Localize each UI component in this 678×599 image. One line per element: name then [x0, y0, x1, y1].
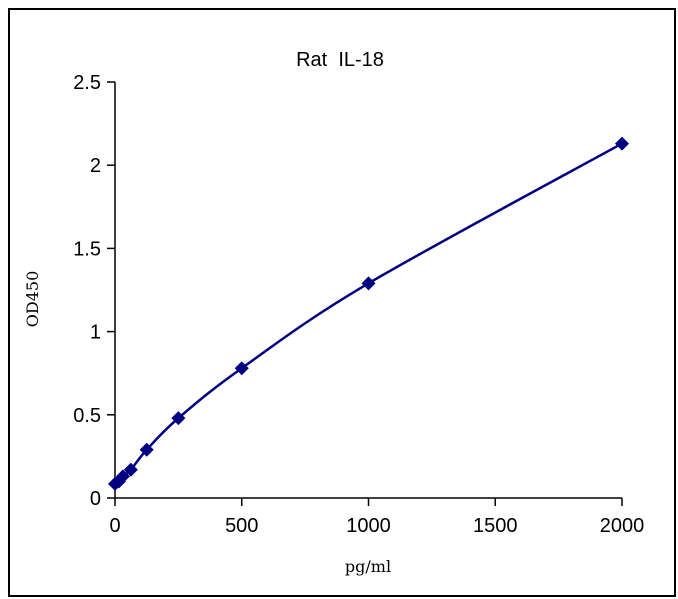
x-tick-label: 2000: [600, 515, 645, 537]
chart-frame: [8, 8, 676, 597]
y-tick-label: 1.5: [73, 238, 101, 260]
data-point: [123, 462, 138, 477]
y-axis-label: OD450: [23, 271, 42, 327]
fit-curve: [114, 142, 623, 485]
x-tick-label: 1000: [346, 515, 391, 537]
x-tick-label: 1500: [473, 515, 518, 537]
y-tick-label: 0: [90, 488, 101, 510]
data-point: [139, 442, 154, 457]
chart-title: Rat IL-18: [296, 49, 384, 71]
y-tick-label: 1: [90, 322, 101, 344]
data-point: [171, 411, 186, 426]
y-tick-label: 0.5: [73, 405, 101, 427]
y-tick-label: 2: [90, 155, 101, 177]
y-axis: 0 0.5 1 1.5 2 2.5: [73, 72, 116, 510]
data-point: [115, 469, 130, 484]
data-markers: [108, 136, 629, 491]
x-tick-label: 500: [225, 515, 258, 537]
x-tick-label: 0: [109, 515, 120, 537]
x-axis-label: pg/ml: [345, 557, 391, 576]
x-axis: 0 500 1000 1500 2000: [109, 497, 645, 537]
y-tick-label: 2.5: [73, 72, 101, 94]
data-point: [615, 136, 629, 151]
data-point: [361, 276, 376, 291]
data-point: [234, 361, 249, 376]
